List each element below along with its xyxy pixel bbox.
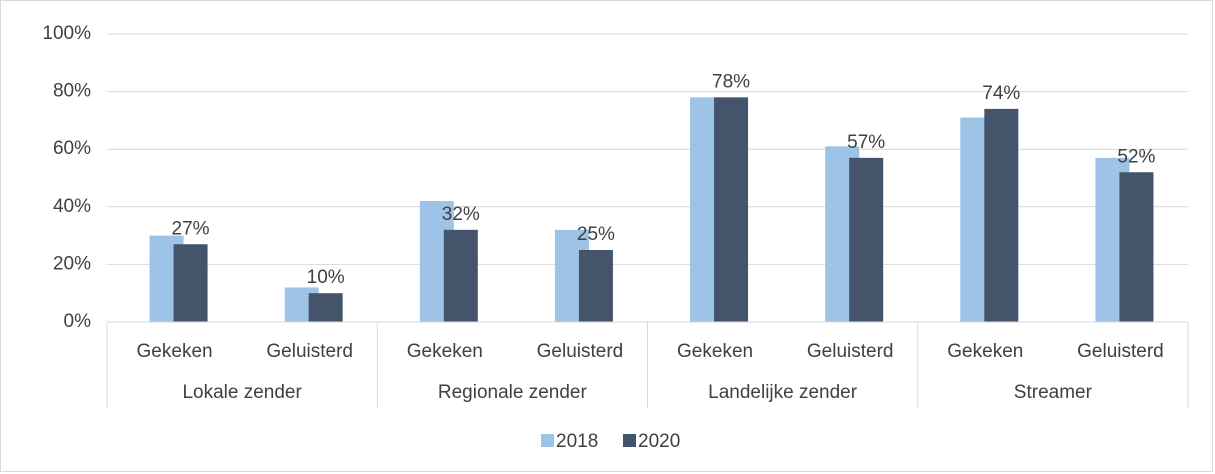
- x-group-label: Landelijke zender: [708, 382, 858, 403]
- x-tick-label: Gekeken: [947, 341, 1023, 362]
- y-tick-label: 60%: [53, 138, 91, 159]
- legend-label: 2018: [556, 431, 598, 452]
- data-label: 32%: [442, 204, 480, 225]
- data-label: 25%: [577, 224, 615, 245]
- y-tick-label: 20%: [53, 253, 91, 274]
- legend-swatch: [541, 434, 554, 447]
- x-tick-label: Geluisterd: [1077, 341, 1164, 362]
- data-label: 57%: [847, 132, 885, 153]
- x-group-label: Lokale zender: [182, 382, 302, 403]
- x-tick-label: Geluisterd: [537, 341, 624, 362]
- x-group-label: Regionale zender: [438, 382, 588, 403]
- data-label: 10%: [307, 267, 345, 288]
- x-tick-label: Gekeken: [677, 341, 753, 362]
- x-tick-label: Geluisterd: [266, 341, 353, 362]
- data-label: 74%: [982, 83, 1020, 104]
- y-tick-label: 80%: [53, 81, 91, 102]
- data-label: 78%: [712, 71, 750, 92]
- legend-label: 2020: [638, 431, 680, 452]
- x-tick-label: Gekeken: [137, 341, 213, 362]
- bar: [443, 229, 478, 322]
- bar: [308, 293, 343, 322]
- legend-swatch: [623, 434, 636, 447]
- x-tick-label: Gekeken: [407, 341, 483, 362]
- bar: [984, 108, 1019, 322]
- bar: [849, 157, 884, 322]
- x-tick-label: Geluisterd: [807, 341, 894, 362]
- y-tick-label: 40%: [53, 196, 91, 217]
- bar: [173, 244, 208, 322]
- bar: [714, 97, 749, 322]
- data-label: 52%: [1117, 146, 1155, 167]
- bar: [1119, 172, 1154, 322]
- data-label: 27%: [172, 218, 210, 239]
- bar: [578, 250, 613, 322]
- y-tick-label: 0%: [64, 311, 92, 332]
- y-tick-label: 100%: [42, 23, 91, 44]
- x-group-label: Streamer: [1014, 382, 1093, 403]
